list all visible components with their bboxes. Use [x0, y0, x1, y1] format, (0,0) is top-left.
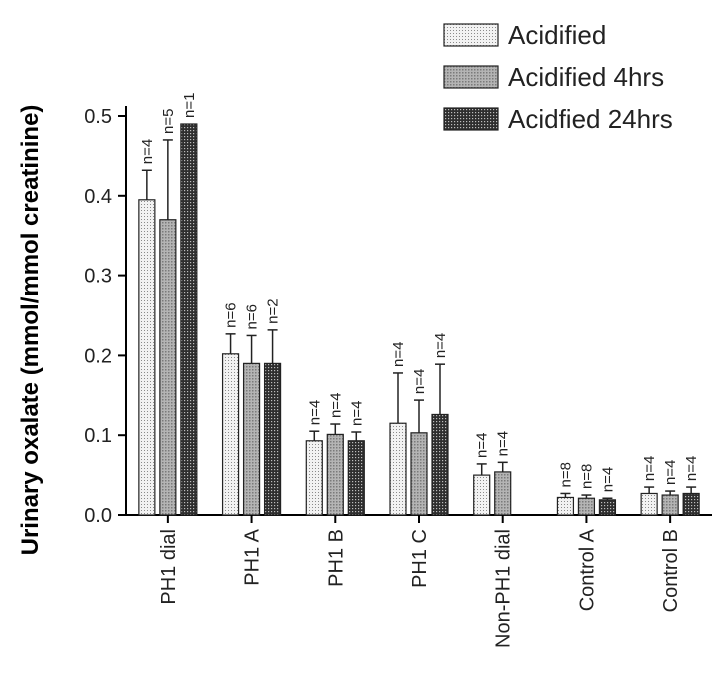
bars: n=4n=5n=1n=6 n=6 n=2n=4 n=4 n=4n=4n=4n=4n=4 n…	[138, 93, 700, 516]
y-tick-label: 0.0	[84, 505, 112, 527]
bar-ph1-b-series-0	[305, 440, 323, 516]
x-tick-label: PH1 B	[325, 529, 347, 587]
n-label: n=8	[578, 464, 595, 489]
n-label: n=1	[181, 93, 198, 118]
n-label: n=4	[139, 139, 156, 164]
bar-ph1-c-series-2	[431, 413, 449, 516]
n-label: n=2	[265, 298, 282, 323]
n-label: n=4	[327, 393, 344, 418]
x-tick-label: Non-PH1 dial	[493, 529, 515, 648]
y-tick-label: 0.5	[84, 106, 112, 128]
bar-ph1-b-series-2	[347, 440, 365, 516]
bar-control-a-series-0	[556, 496, 575, 516]
y-tick-label: 0.3	[84, 266, 112, 288]
y-ticks: 0.0 0.1 0.2 0.3 0.4 0.5	[84, 106, 126, 527]
n-label: n=6	[244, 304, 261, 329]
bar-ph1-dial-series-1	[159, 219, 177, 516]
bar-control-a-series-2	[598, 499, 617, 516]
legend-label: Acidfied 24hrs	[508, 104, 673, 134]
n-label: n=4	[641, 456, 658, 481]
n-label: n=4	[306, 400, 323, 425]
n-label: n=4	[390, 342, 407, 367]
n-label: n=4	[474, 432, 491, 457]
n-label: n=5	[160, 108, 177, 133]
bar-non-ph1-dial-series-1	[494, 471, 512, 516]
legend-swatch	[443, 23, 499, 47]
n-label: n=4	[683, 456, 700, 481]
bar-control-b-series-1	[661, 494, 679, 516]
bar-ph1-dial-series-2	[180, 123, 198, 516]
bar-ph1-b-series-1	[326, 433, 344, 516]
bar-ph1-c-series-1	[410, 432, 428, 516]
n-label: n=4	[432, 333, 449, 358]
bar-control-b-series-2	[682, 492, 700, 516]
y-tick-label: 0.2	[84, 345, 112, 367]
bar-ph1-c-series-0	[389, 422, 407, 516]
bar-control-b-series-0	[640, 492, 658, 516]
x-ticks: PH1 dial PH1 A PH1 B PH1 C Non-PH1 dial Contr…	[158, 515, 682, 648]
n-label: n=4	[599, 467, 616, 492]
n-label: n=4	[411, 369, 428, 394]
bar-ph1-a-series-2	[263, 362, 282, 516]
bar-ph1-a-series-0	[221, 353, 240, 516]
legend-label: Acidified	[508, 20, 606, 50]
x-tick-label: PH1 A	[242, 528, 264, 585]
bar-ph1-a-series-1	[242, 362, 261, 516]
n-label: n=4	[662, 460, 679, 485]
n-label: n=8	[557, 462, 574, 487]
bar-ph1-dial-series-0	[138, 199, 156, 516]
bar-non-ph1-dial-series-0	[473, 474, 491, 516]
legend-swatch	[443, 107, 499, 131]
legend-swatch	[443, 65, 499, 89]
x-tick-label: Control B	[660, 529, 682, 612]
n-label: n=4	[348, 401, 365, 426]
x-tick-label: Control A	[576, 528, 598, 611]
x-tick-label: PH1 C	[409, 529, 431, 588]
x-tick-label: PH1 dial	[158, 529, 180, 605]
y-tick-label: 0.1	[84, 425, 112, 447]
y-tick-label: 0.4	[84, 186, 112, 208]
bar-control-a-series-1	[577, 497, 596, 516]
legend: Acidified Acidified 4hrs Acidfied 24hrs	[443, 20, 673, 134]
n-label: n=6	[223, 302, 240, 327]
legend-label: Acidified 4hrs	[508, 62, 664, 92]
n-label: n=4	[495, 431, 512, 456]
y-axis-label: Urinary oxalate (mmol/mmol creatinine)	[17, 105, 44, 556]
